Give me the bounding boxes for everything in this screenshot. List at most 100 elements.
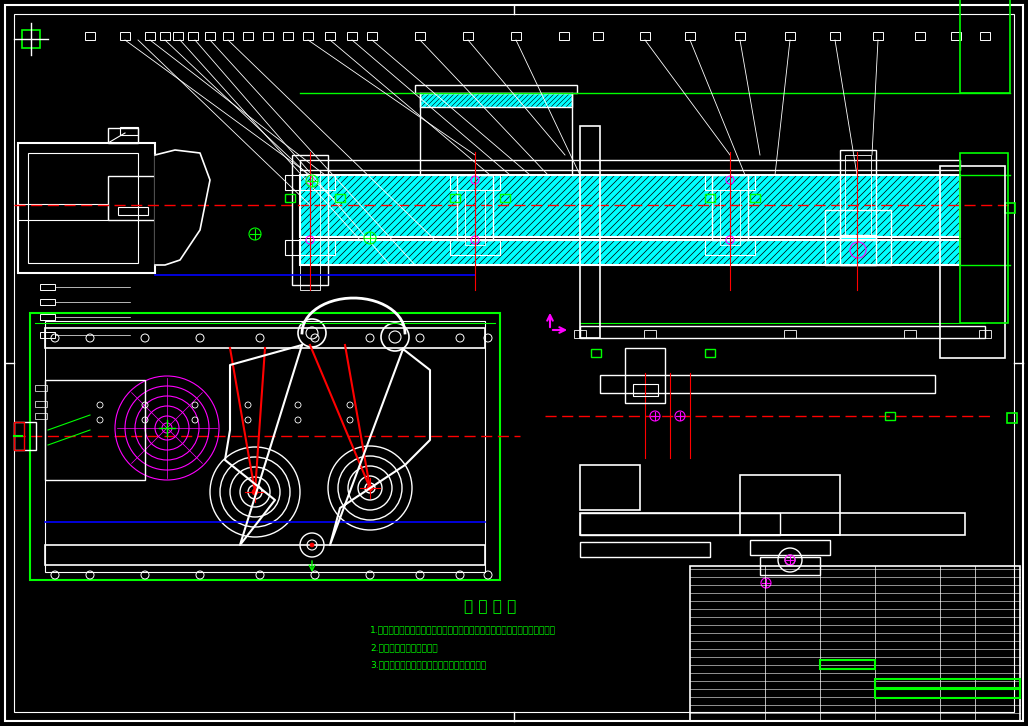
Bar: [705, 194, 715, 202]
Bar: [840, 235, 876, 265]
Bar: [263, 32, 273, 40]
Bar: [580, 513, 780, 535]
Bar: [40, 314, 56, 320]
Bar: [108, 176, 158, 220]
Bar: [145, 32, 155, 40]
Bar: [720, 190, 740, 245]
Bar: [292, 155, 328, 285]
Bar: [705, 175, 755, 190]
Bar: [300, 240, 960, 265]
Bar: [640, 32, 650, 40]
Bar: [580, 326, 985, 338]
Bar: [463, 32, 473, 40]
Bar: [300, 240, 960, 265]
Text: 3.所有紧固件应达到预紧力，不得有松动现象。: 3.所有紧固件应达到预紧力，不得有松动现象。: [370, 661, 486, 669]
Bar: [45, 380, 145, 480]
Bar: [875, 689, 1020, 698]
Bar: [600, 375, 935, 393]
Bar: [35, 413, 47, 419]
Bar: [450, 175, 500, 190]
Bar: [30, 313, 500, 580]
Bar: [960, 153, 1008, 323]
Bar: [825, 210, 891, 265]
Bar: [940, 166, 1005, 358]
Bar: [325, 32, 335, 40]
Bar: [875, 679, 1020, 688]
Bar: [580, 513, 965, 535]
Bar: [960, 0, 1009, 93]
Bar: [845, 155, 871, 235]
Bar: [285, 175, 335, 190]
Bar: [45, 328, 485, 348]
Bar: [420, 93, 572, 107]
Bar: [750, 194, 760, 202]
Bar: [120, 127, 138, 135]
Bar: [915, 32, 925, 40]
Bar: [885, 412, 895, 420]
Bar: [980, 32, 990, 40]
Bar: [367, 32, 377, 40]
Bar: [705, 349, 715, 357]
Bar: [450, 194, 460, 202]
Bar: [160, 32, 170, 40]
Bar: [580, 542, 710, 557]
Bar: [243, 32, 253, 40]
Bar: [347, 32, 357, 40]
Bar: [420, 93, 572, 107]
Bar: [511, 32, 521, 40]
Bar: [830, 32, 840, 40]
Bar: [712, 175, 748, 240]
Text: 1.零件在装配前必须清理和清洗干净，不得有毛刺、飞边、氧化皮、锈蚀等。: 1.零件在装配前必须清理和清洗干净，不得有毛刺、飞边、氧化皮、锈蚀等。: [370, 626, 556, 635]
Bar: [735, 32, 745, 40]
Bar: [784, 330, 796, 338]
Bar: [223, 32, 233, 40]
Bar: [465, 190, 485, 245]
Bar: [593, 32, 603, 40]
Bar: [979, 330, 991, 338]
Text: 2.所有运动件应运动灵活。: 2.所有运动件应运动灵活。: [370, 643, 438, 653]
Bar: [283, 32, 293, 40]
Bar: [951, 32, 961, 40]
Bar: [705, 240, 755, 255]
Bar: [644, 330, 656, 338]
Bar: [335, 194, 345, 202]
Bar: [173, 32, 183, 40]
Bar: [415, 32, 425, 40]
Bar: [904, 330, 916, 338]
Bar: [574, 330, 586, 338]
Bar: [120, 32, 130, 40]
Bar: [300, 160, 960, 170]
Bar: [85, 32, 95, 40]
Bar: [300, 170, 320, 290]
Bar: [750, 540, 830, 555]
Circle shape: [310, 543, 314, 547]
Bar: [300, 175, 960, 237]
Bar: [450, 240, 500, 255]
Bar: [35, 385, 47, 391]
Circle shape: [252, 489, 258, 495]
Bar: [40, 332, 56, 338]
Bar: [188, 32, 198, 40]
Bar: [285, 194, 295, 202]
Bar: [785, 32, 795, 40]
Bar: [28, 153, 138, 263]
Bar: [685, 32, 695, 40]
Bar: [591, 349, 601, 357]
Bar: [205, 32, 215, 40]
Bar: [457, 175, 493, 240]
Bar: [14, 422, 24, 450]
Bar: [580, 465, 640, 510]
Bar: [108, 128, 138, 143]
Bar: [285, 240, 335, 255]
Bar: [500, 194, 510, 202]
Bar: [303, 32, 313, 40]
Bar: [633, 384, 658, 396]
Bar: [1007, 413, 1017, 423]
Polygon shape: [155, 150, 210, 265]
Bar: [760, 557, 820, 575]
Bar: [415, 85, 577, 93]
Bar: [820, 660, 875, 669]
Bar: [873, 32, 883, 40]
Bar: [22, 30, 40, 48]
Bar: [14, 422, 36, 450]
